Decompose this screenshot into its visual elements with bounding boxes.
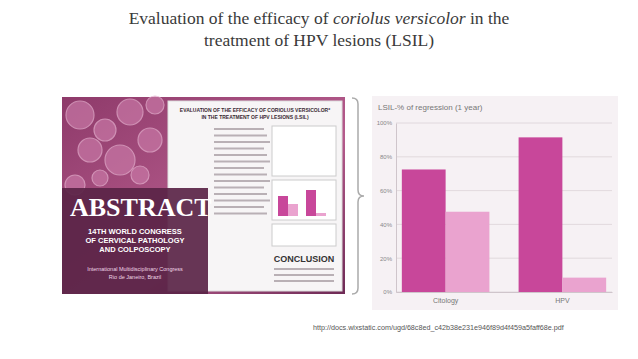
title-segment: Evaluation of the efficacy of: [129, 8, 333, 28]
x-tick: Citology: [433, 297, 459, 305]
poster-texture: [66, 101, 94, 129]
y-tick: 60%: [380, 188, 393, 194]
poster-text-line: [274, 268, 334, 270]
y-tick: 40%: [380, 222, 393, 228]
poster-box: [272, 224, 336, 246]
congress-line: AND COLPOSCOPY: [99, 245, 170, 254]
y-tick-label: 60%: [380, 188, 393, 194]
congress-sub: Rio de Janeiro, Brazil: [109, 274, 161, 280]
poster-chart-bar: [306, 190, 316, 216]
poster-text-line: [214, 135, 267, 137]
bar: [519, 137, 563, 292]
poster-chart: [272, 180, 336, 220]
chart: 0% 20% 40% 60% 80% 100% Citology HPV LSIL-% of r…: [372, 96, 618, 310]
bracket: [352, 98, 364, 294]
poster-title: IN THE TREATMENT OF HPV LESIONS (LSIL): [201, 114, 308, 120]
bar: [562, 278, 606, 292]
y-tick: 80%: [380, 154, 393, 160]
poster-chart-bar: [316, 213, 326, 216]
source-url: http://docs.wixstatic.com/ugd/68c8ed_c42…: [313, 323, 564, 332]
y-axis: 0% 20% 40% 60% 80% 100%: [377, 120, 397, 295]
poster-chart-bar: [288, 204, 298, 216]
poster-table: [272, 126, 336, 176]
y-tick-label: 80%: [380, 154, 393, 160]
poster-conclusion: CONCLUSION: [274, 254, 335, 264]
congress-sub: International Multidisciplinary Congress: [87, 266, 183, 272]
y-tick-label: 20%: [380, 256, 393, 262]
bar: [446, 212, 490, 292]
poster-text-line: [214, 148, 264, 150]
poster-text-line: [214, 193, 267, 195]
poster-text-line: [214, 200, 270, 202]
grid-line: [396, 123, 612, 124]
poster-texture: [146, 96, 164, 114]
poster-text-line: [274, 280, 334, 282]
title-segment: in the: [466, 8, 510, 28]
poster-text-line: [214, 161, 270, 163]
poster-text-line: [214, 167, 264, 169]
background: [0, 0, 638, 359]
title-line: treatment of HPV lesions (LSIL): [204, 30, 434, 50]
poster-text-line: [214, 141, 270, 143]
y-tick-label: 100%: [377, 120, 393, 126]
poster-title: EVALUATION OF THE EFFICACY OF CORIOLUS V…: [180, 107, 330, 113]
poster-texture: [94, 119, 116, 141]
chart-background: [372, 96, 618, 310]
x-tick-label: Citology: [433, 297, 459, 305]
x-axis: Citology HPV: [397, 293, 613, 305]
axis-line: [397, 292, 613, 293]
congress-line: OF CERVICAL PATHOLOGY: [85, 236, 184, 245]
poster-texture: [138, 128, 162, 152]
grid: [396, 123, 612, 292]
y-tick: 0%: [383, 289, 392, 295]
poster-text-line: [214, 174, 267, 176]
poster-text-line: [214, 206, 264, 208]
poster-texture: [105, 145, 135, 175]
bar: [402, 169, 446, 292]
bars: [402, 137, 606, 292]
poster-chart-bar: [278, 196, 288, 216]
slide: Evaluation of the efficacy of coriolus v…: [0, 0, 638, 359]
poster-text-line: [214, 180, 270, 182]
y-tick-label: 0%: [383, 289, 392, 295]
poster-text-line: [214, 154, 267, 156]
poster-text-line: [214, 128, 264, 130]
x-tick-label: HPV: [555, 297, 570, 304]
poster: EVALUATION OF THE EFFICACY OF CORIOLUS V…: [62, 96, 345, 294]
y-tick: 20%: [380, 256, 393, 262]
axis-line: [396, 124, 397, 293]
poster-text-line: [214, 187, 264, 189]
grid-line: [396, 156, 612, 157]
poster-backdrop: [62, 97, 345, 294]
poster-texture: [78, 138, 102, 162]
title-segment: coriolus versicolor: [333, 8, 466, 28]
slide-title: Evaluation of the efficacy of coriolus v…: [129, 8, 510, 50]
title-line: Evaluation of the efficacy of coriolus v…: [129, 8, 510, 28]
poster-texture: [117, 99, 143, 125]
poster-texture: [131, 166, 149, 184]
chart-title: LSIL-% of regression (1 year): [378, 103, 483, 112]
poster-text-line: [214, 213, 267, 215]
abstract-badge: ABSTRACT: [70, 193, 212, 222]
poster-texture: [92, 170, 108, 186]
congress-line: 14TH WORLD CONGRESS: [88, 227, 182, 236]
poster-text-line: [274, 274, 334, 276]
y-tick: 100%: [377, 120, 393, 126]
x-tick: HPV: [555, 297, 570, 304]
y-tick-label: 40%: [380, 222, 393, 228]
title-segment: treatment of HPV lesions (LSIL): [204, 30, 434, 50]
